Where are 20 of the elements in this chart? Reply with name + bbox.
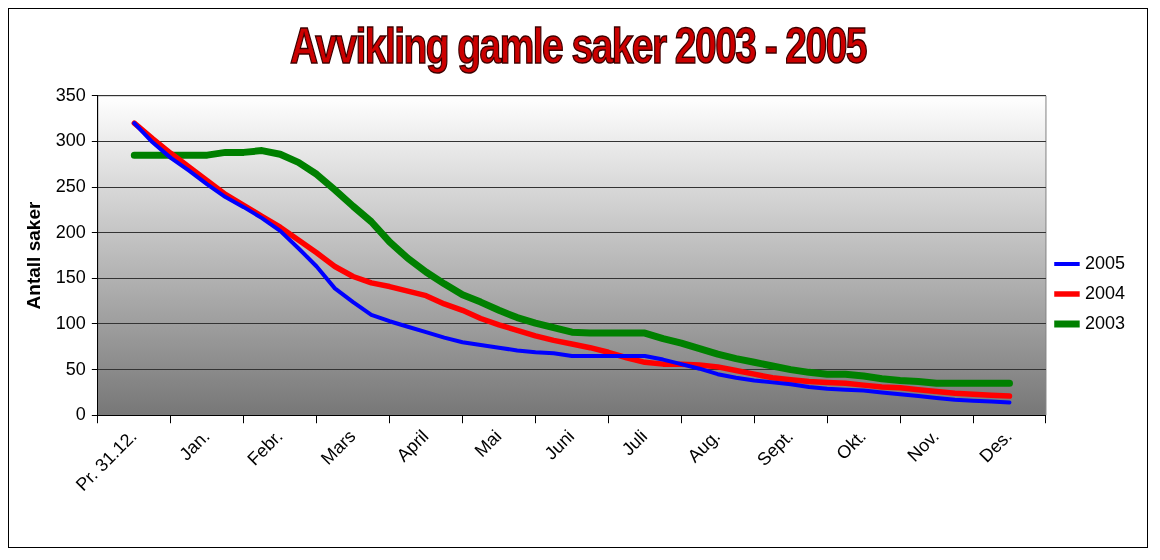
x-tick-label: Aug.: [683, 426, 725, 467]
x-tick-label: Nov.: [903, 426, 943, 466]
y-tick-label: 250: [55, 176, 86, 197]
x-tick-label: Juli: [617, 426, 652, 460]
x-tick-label: Jan.: [175, 426, 214, 465]
x-tick-label: Des.: [975, 426, 1016, 467]
y-axis-title: Antall saker: [22, 201, 44, 310]
y-tick-label: 0: [75, 404, 86, 425]
x-tick-label: Mai: [470, 426, 506, 461]
chart-title: Avvikling gamle saker 2003 - 2005: [289, 17, 868, 76]
y-tick-label: 350: [55, 84, 86, 105]
y-tick-label: 150: [55, 267, 86, 288]
legend-label: 2003: [1084, 312, 1125, 333]
y-tick-label: 300: [55, 130, 86, 151]
y-tick-label: 100: [55, 312, 86, 333]
legend-label: 2005: [1084, 252, 1125, 273]
y-tick-label: 200: [55, 221, 86, 242]
legend-label: 2004: [1084, 282, 1125, 303]
x-tick-label: Okt.: [832, 426, 870, 464]
y-tick-label: 50: [65, 358, 86, 379]
